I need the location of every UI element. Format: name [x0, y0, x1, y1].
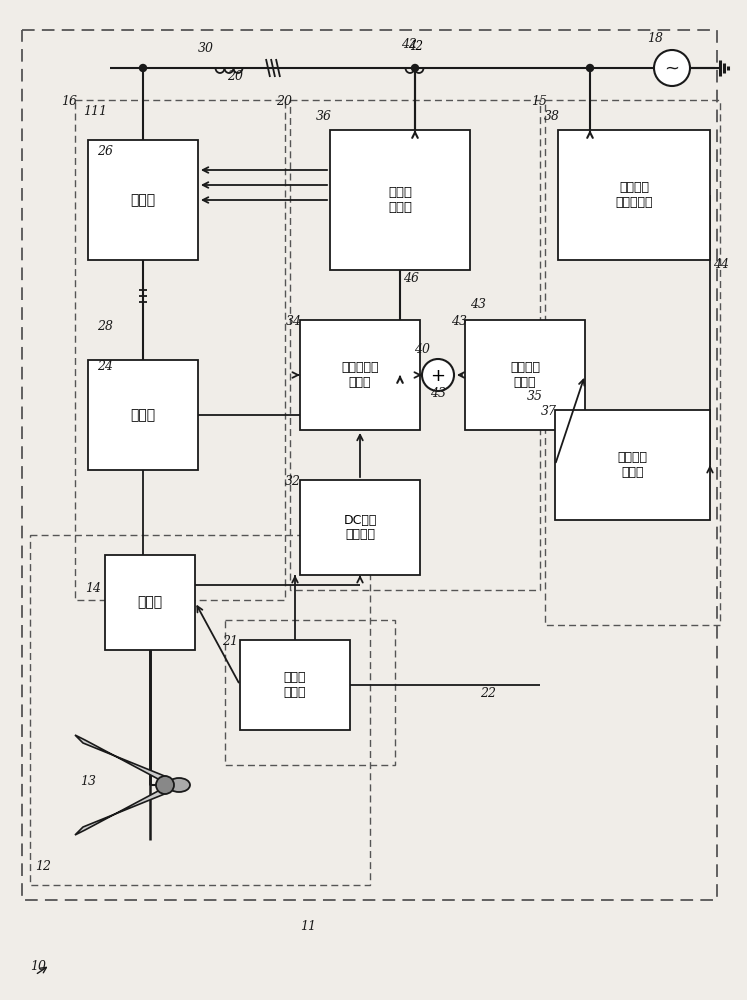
- Bar: [75, 100, 285, 600]
- Bar: [240, 640, 350, 730]
- Bar: [558, 130, 710, 260]
- Bar: [300, 320, 420, 430]
- Text: 21: 21: [222, 635, 238, 648]
- Text: 发电机: 发电机: [137, 595, 163, 609]
- Text: 24: 24: [97, 360, 113, 373]
- Text: ~: ~: [665, 60, 680, 78]
- Text: 20: 20: [227, 70, 243, 83]
- Bar: [290, 100, 540, 590]
- Text: 14: 14: [85, 582, 101, 595]
- Bar: [88, 140, 198, 260]
- Text: 34: 34: [286, 315, 302, 328]
- Text: 功率设定点
控制器: 功率设定点 控制器: [341, 361, 379, 389]
- Text: 10: 10: [30, 960, 46, 973]
- Text: 15: 15: [531, 95, 547, 108]
- Bar: [465, 320, 585, 430]
- Circle shape: [586, 64, 594, 72]
- Text: 35: 35: [527, 390, 543, 403]
- Text: 43: 43: [430, 387, 446, 400]
- Text: 慢性响应
控制器: 慢性响应 控制器: [510, 361, 540, 389]
- Circle shape: [412, 64, 418, 72]
- Polygon shape: [75, 790, 167, 835]
- Text: 30: 30: [198, 42, 214, 55]
- Polygon shape: [75, 735, 167, 780]
- Bar: [555, 410, 710, 520]
- Text: 16: 16: [61, 95, 77, 108]
- Text: +: +: [430, 367, 445, 385]
- Text: 涆轮机
控制器: 涆轮机 控制器: [284, 671, 306, 699]
- Circle shape: [654, 50, 690, 86]
- Text: 12: 12: [35, 860, 51, 873]
- Text: DC链路
电压参考: DC链路 电压参考: [344, 514, 376, 542]
- Text: 13: 13: [80, 775, 96, 788]
- Ellipse shape: [168, 778, 190, 792]
- Text: 36: 36: [316, 110, 332, 123]
- Text: 28: 28: [97, 320, 113, 333]
- Bar: [22, 30, 717, 900]
- Text: 11: 11: [300, 920, 316, 933]
- Text: 37: 37: [541, 405, 557, 418]
- Text: 40: 40: [414, 343, 430, 356]
- Text: 43: 43: [470, 298, 486, 311]
- Circle shape: [156, 776, 174, 794]
- Text: 18: 18: [647, 32, 663, 45]
- Text: 44: 44: [713, 258, 729, 271]
- Bar: [30, 535, 370, 885]
- Circle shape: [140, 64, 146, 72]
- Text: 32: 32: [285, 475, 301, 488]
- Text: 111: 111: [83, 105, 107, 118]
- Bar: [330, 130, 470, 270]
- Text: 逆变器: 逆变器: [131, 193, 155, 207]
- Bar: [300, 480, 420, 575]
- Text: 43: 43: [451, 315, 467, 328]
- Text: 42: 42: [408, 40, 423, 53]
- Bar: [105, 555, 195, 650]
- Text: 42: 42: [401, 38, 417, 51]
- Text: 20: 20: [276, 95, 292, 108]
- Text: 整流器: 整流器: [131, 408, 155, 422]
- Text: 逆变器
控制器: 逆变器 控制器: [388, 186, 412, 214]
- Bar: [88, 360, 198, 470]
- Bar: [225, 620, 395, 765]
- Text: 慢性响应
分配器: 慢性响应 分配器: [618, 451, 648, 479]
- Bar: [545, 100, 720, 625]
- Text: 22: 22: [480, 687, 496, 700]
- Text: 综合慢性
响应产生器: 综合慢性 响应产生器: [616, 181, 653, 209]
- Text: 46: 46: [403, 272, 419, 285]
- Text: 38: 38: [544, 110, 560, 123]
- Text: 26: 26: [97, 145, 113, 158]
- Circle shape: [422, 359, 454, 391]
